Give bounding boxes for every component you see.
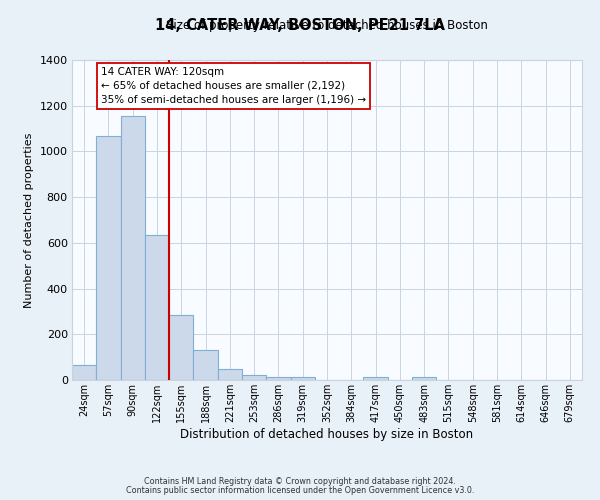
Bar [145, 235, 169, 380]
Bar [364, 376, 388, 380]
Bar [242, 376, 266, 380]
Bar [218, 369, 242, 380]
Bar [266, 376, 290, 380]
Bar [96, 136, 121, 380]
Title: Size of property relative to detached houses in Boston: Size of property relative to detached ho… [166, 20, 488, 32]
X-axis label: Distribution of detached houses by size in Boston: Distribution of detached houses by size … [181, 428, 473, 440]
Bar [290, 376, 315, 380]
Bar [72, 365, 96, 380]
Bar [121, 116, 145, 380]
Text: 14, CATER WAY, BOSTON, PE21 7LA: 14, CATER WAY, BOSTON, PE21 7LA [155, 18, 445, 32]
Text: Contains HM Land Registry data © Crown copyright and database right 2024.: Contains HM Land Registry data © Crown c… [144, 477, 456, 486]
Bar [412, 376, 436, 380]
Y-axis label: Number of detached properties: Number of detached properties [24, 132, 34, 308]
Bar [193, 350, 218, 380]
Text: 14 CATER WAY: 120sqm
← 65% of detached houses are smaller (2,192)
35% of semi-de: 14 CATER WAY: 120sqm ← 65% of detached h… [101, 67, 366, 105]
Bar [169, 315, 193, 380]
Text: Contains public sector information licensed under the Open Government Licence v3: Contains public sector information licen… [126, 486, 474, 495]
